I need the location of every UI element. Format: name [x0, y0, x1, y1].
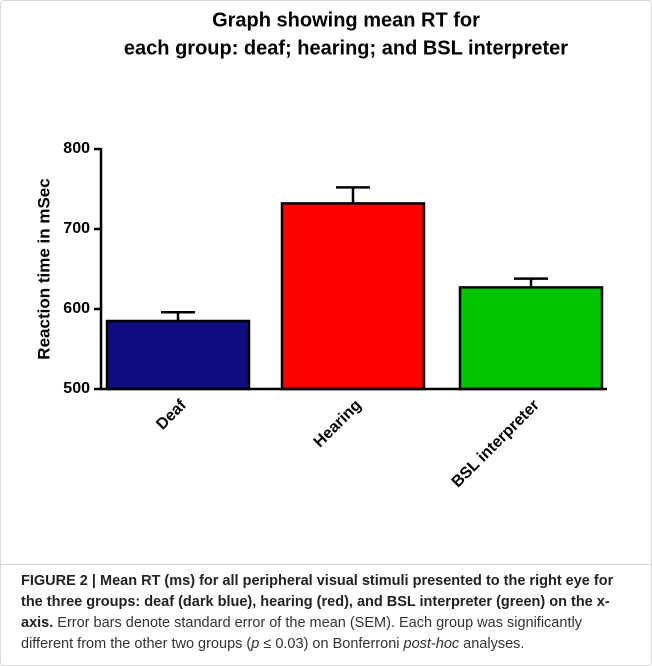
y-axis-label: Reaction time in mSec: [34, 178, 53, 359]
caption-text: p: [251, 636, 260, 652]
bar: [280, 202, 426, 391]
y-tick-label: 600: [63, 300, 90, 317]
caption-text: post-hoc: [403, 636, 460, 652]
x-tick-label: Deaf: [153, 396, 190, 433]
caption-text: Error bars denote standard error of the …: [21, 615, 582, 652]
caption-text: ≤ 0.03) on Bonferroni: [259, 636, 404, 652]
y-tick-label: 700: [63, 220, 90, 237]
caption: FIGURE 2 | Mean RT (ms) for all peripher…: [21, 571, 633, 655]
y-tick-label: 500: [63, 380, 90, 397]
caption-text: FIGURE 2 | Mean RT (ms) for all peripher…: [21, 573, 614, 631]
chart-title: each group: deaf; hearing; and BSL inter…: [124, 37, 568, 59]
x-tick-label: BSL interpreter: [449, 397, 543, 491]
x-tick-label: Hearing: [311, 397, 365, 451]
chart: Graph showing mean RT for each group: de…: [34, 9, 607, 491]
caption-text: analyses.: [459, 636, 525, 652]
bar: [458, 286, 604, 391]
bar: [105, 319, 251, 391]
y-tick-label: 800: [63, 140, 90, 157]
chart-title: Graph showing mean RT for: [212, 9, 480, 31]
separator: [1, 564, 651, 565]
